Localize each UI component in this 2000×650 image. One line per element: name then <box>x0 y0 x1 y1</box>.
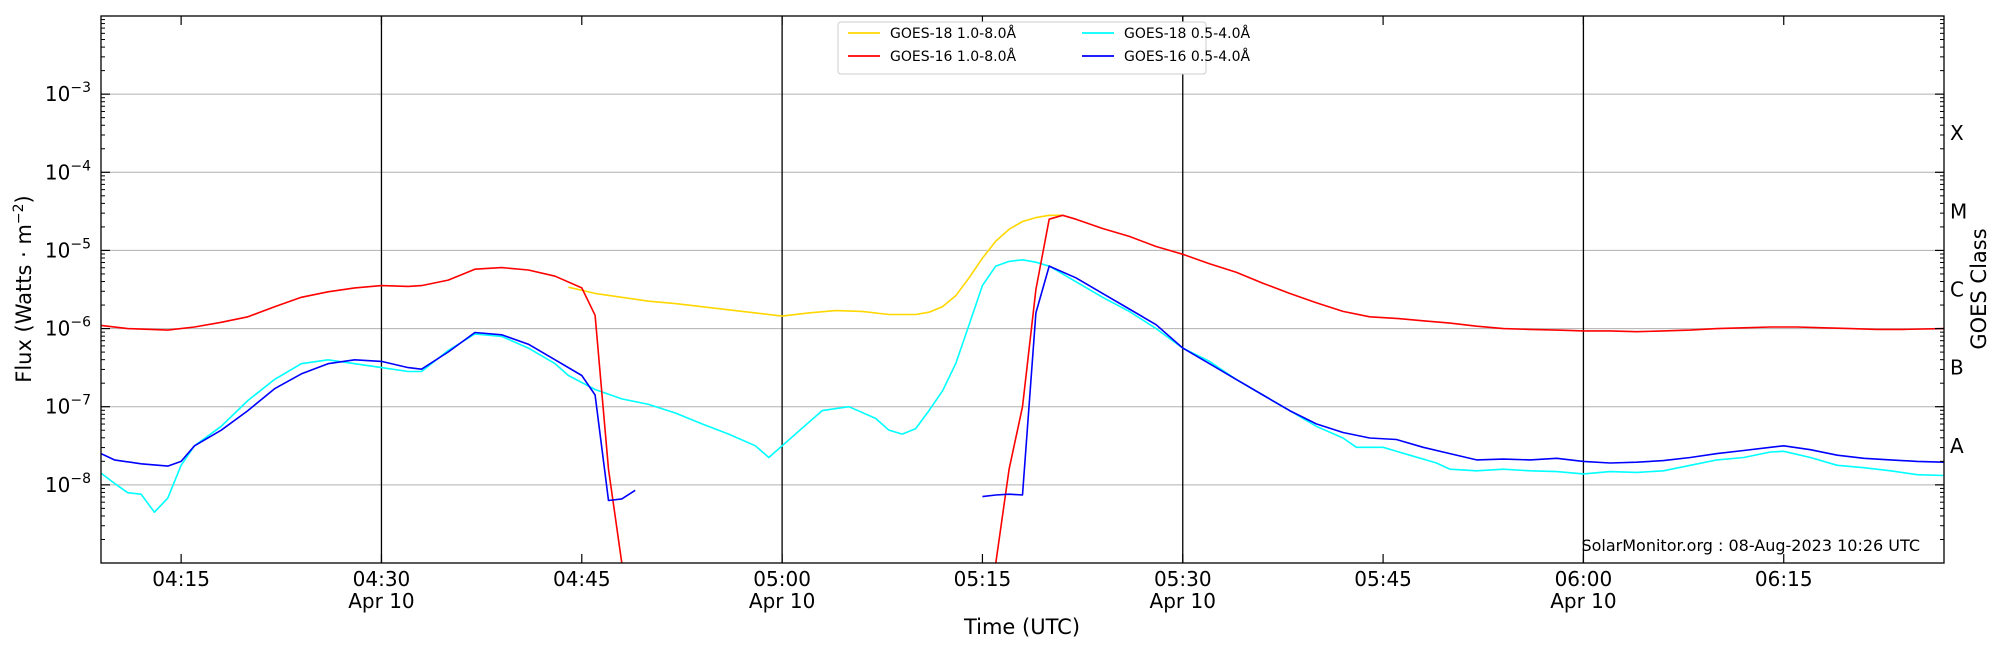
goes-class-a: A <box>1950 434 1964 458</box>
legend-label: GOES-18 1.0-8.0Å <box>890 25 1016 42</box>
goes-class-m: M <box>1950 199 1967 223</box>
legend-frame <box>837 21 1207 75</box>
right-axis-title: GOES Class <box>1967 228 1991 349</box>
series-line-3 <box>101 214 1944 563</box>
series-layer <box>101 214 1944 563</box>
y-tick-base: 10 <box>45 317 70 341</box>
y-axis-title: Flux (Watts · m−2) <box>11 195 36 383</box>
y-tick-label: 10−4 <box>45 158 91 184</box>
x-tick-date: Apr 10 <box>348 589 414 613</box>
y-tick-exponent: −3 <box>70 80 91 96</box>
legend-entry: GOES-16 1.0-8.0Å <box>848 48 1016 65</box>
y-axis-title-exponent: −2 <box>11 203 27 224</box>
credit-text: SolarMonitor.org : 08-Aug-2023 10:26 UTC <box>1581 536 1920 555</box>
goes-class-labels: A B C M X <box>1950 121 1967 458</box>
series-line-4 <box>101 265 1944 502</box>
y-tick-base: 10 <box>45 82 70 106</box>
y-tick-base: 10 <box>45 473 70 497</box>
y-tick-label: 10−5 <box>45 236 91 262</box>
y-tick-exponent: −7 <box>70 393 91 409</box>
y-axis-title-main: Flux (Watts · m <box>12 224 36 383</box>
y-tick-exponent: −5 <box>70 236 91 252</box>
legend-label: GOES-18 0.5-4.0Å <box>1124 25 1250 42</box>
legend-entry: GOES-16 0.5-4.0Å <box>1082 48 1250 65</box>
y-tick-label: 10−8 <box>45 471 91 497</box>
x-tick-label: 05:45 <box>1354 567 1412 591</box>
x-axis-title: Time (UTC) <box>963 615 1080 639</box>
vertical-grid <box>380 16 1585 563</box>
x-tick-label: 06:00 <box>1555 567 1613 591</box>
y-axis-title-close: ) <box>12 195 36 203</box>
legend-entry: GOES-18 0.5-4.0Å <box>1082 25 1250 42</box>
legend-entry: GOES-18 1.0-8.0Å <box>848 25 1016 42</box>
x-tick-label: 04:30 <box>353 567 411 591</box>
x-tick-date: Apr 10 <box>1150 589 1216 613</box>
y-tick-label: 10−3 <box>45 80 91 106</box>
x-tick-label: 05:30 <box>1154 567 1212 591</box>
x-tick-label: 04:15 <box>152 567 210 591</box>
goes-class-b: B <box>1950 356 1964 380</box>
x-tick-label: 05:00 <box>753 567 811 591</box>
y-tick-exponent: −6 <box>70 315 91 331</box>
y-tick-exponent: −8 <box>70 471 91 487</box>
legend: GOES-18 1.0-8.0Å GOES-18 0.5-4.0Å GOES-16 … <box>837 21 1250 75</box>
x-tick-label: 06:15 <box>1755 567 1813 591</box>
plot-frame <box>100 15 1945 564</box>
y-axis-ticks: 10−810−710−610−510−410−3 <box>45 19 1944 540</box>
y-tick-base: 10 <box>45 160 70 184</box>
y-tick-base: 10 <box>45 238 70 262</box>
series-line-1 <box>568 214 1063 317</box>
goes-class-x: X <box>1950 121 1964 145</box>
legend-label: GOES-16 1.0-8.0Å <box>890 48 1016 65</box>
goes-class-c: C <box>1950 278 1964 302</box>
y-tick-label: 10−6 <box>45 315 91 341</box>
y-tick-base: 10 <box>45 395 70 419</box>
series-line-2 <box>101 259 1944 513</box>
x-tick-date: Apr 10 <box>1550 589 1616 613</box>
x-tick-label: 04:45 <box>553 567 611 591</box>
x-tick-label: 05:15 <box>954 567 1012 591</box>
y-tick-label: 10−7 <box>45 393 91 419</box>
legend-label: GOES-16 0.5-4.0Å <box>1124 48 1250 65</box>
x-tick-date: Apr 10 <box>749 589 815 613</box>
y-tick-exponent: −4 <box>70 158 91 174</box>
